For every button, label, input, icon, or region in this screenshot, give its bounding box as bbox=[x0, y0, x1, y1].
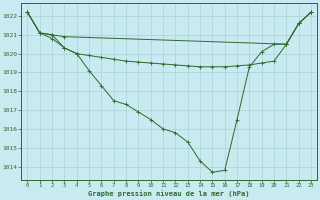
X-axis label: Graphe pression niveau de la mer (hPa): Graphe pression niveau de la mer (hPa) bbox=[89, 190, 250, 197]
